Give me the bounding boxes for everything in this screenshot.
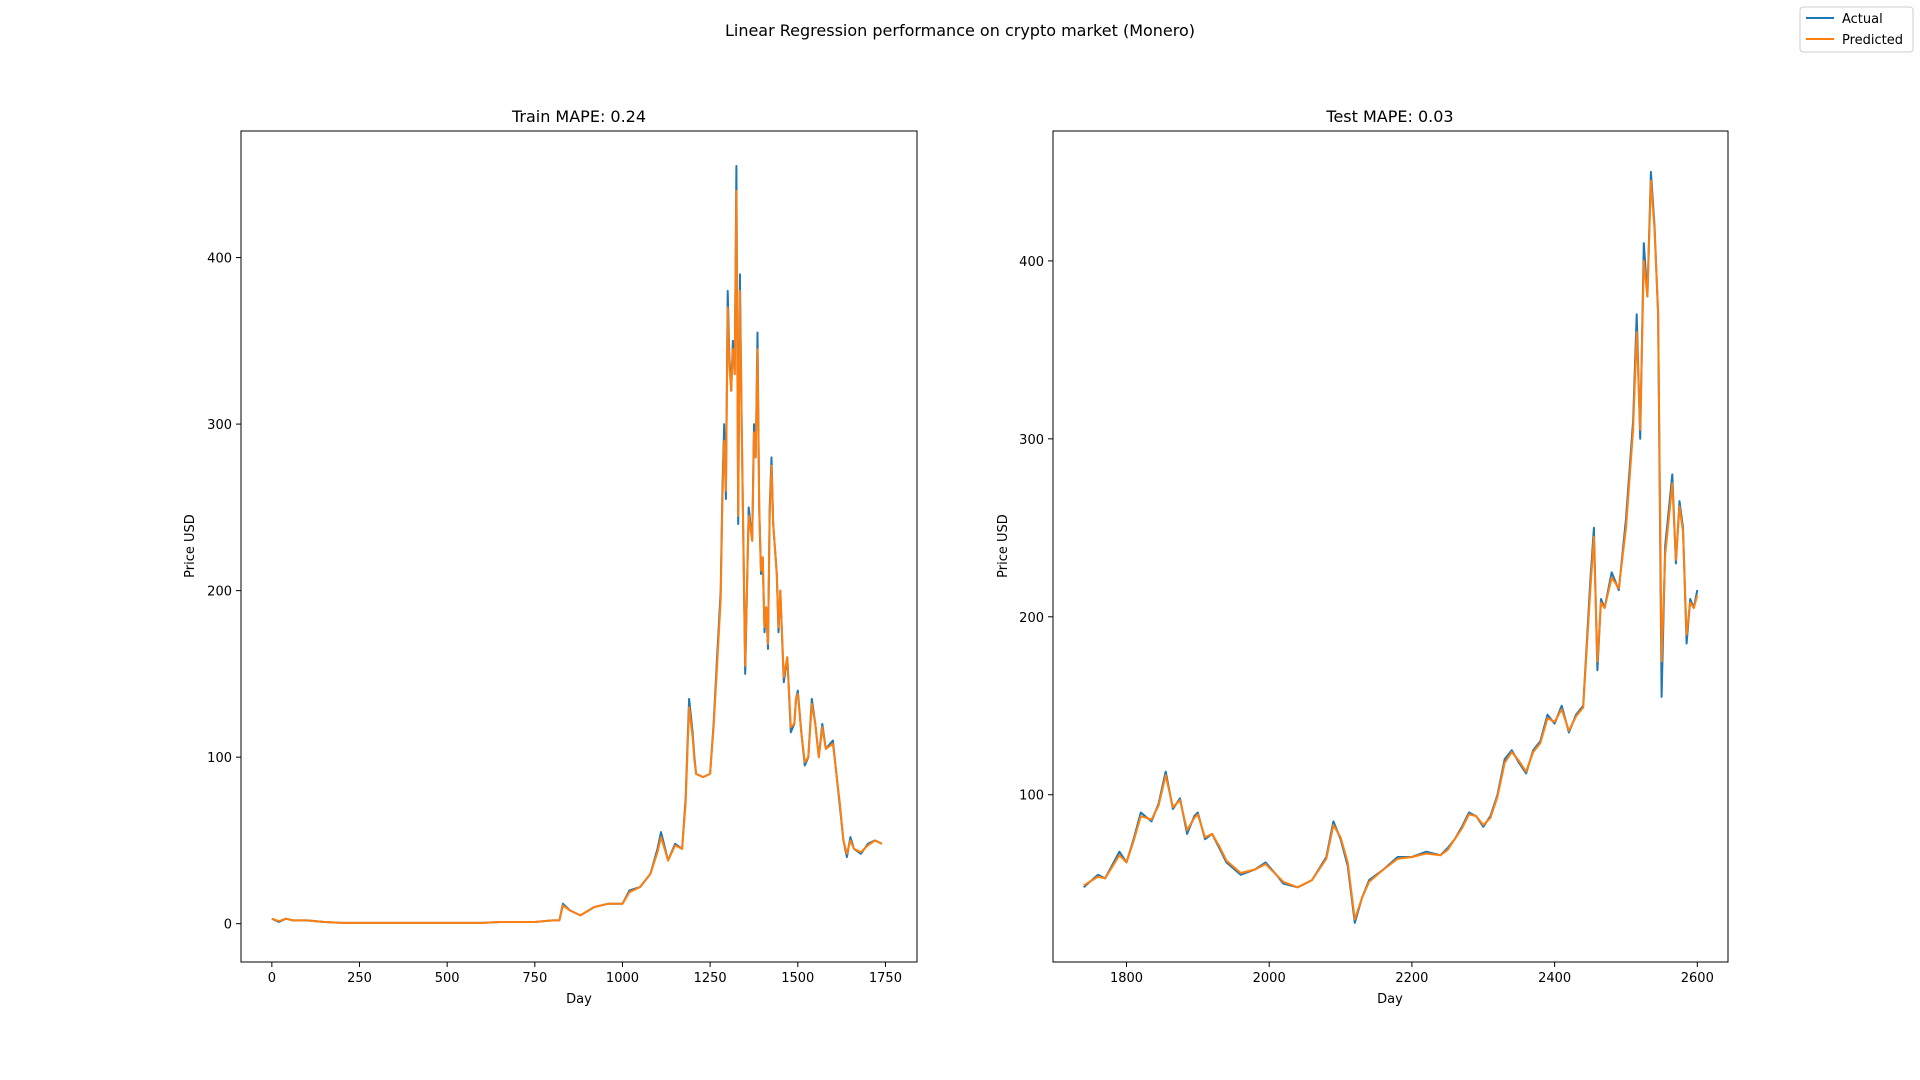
test-y-tick-label: 100 bbox=[1019, 789, 1044, 804]
train-x-axis: 0 250 500 750 1000 1250 1500 1750 bbox=[268, 962, 902, 986]
train-x-tick-label: 500 bbox=[435, 971, 460, 986]
test-y-tick-label: 300 bbox=[1019, 433, 1044, 448]
train-panel: Train MAPE: 0.24 0 250 500 750 1000 1250 1500 1… bbox=[183, 107, 918, 1007]
legend-label-actual: Actual bbox=[1842, 12, 1883, 27]
figure-suptitle: Linear Regression performance on crypto … bbox=[725, 21, 1195, 40]
train-x-tick-label: 0 bbox=[268, 971, 276, 986]
train-y-tick-label: 300 bbox=[207, 418, 232, 433]
train-y-tick-label: 200 bbox=[207, 585, 232, 600]
test-y-tick-label: 400 bbox=[1019, 255, 1044, 270]
test-series-line-predicted bbox=[1083, 179, 1699, 921]
test-series-line-actual bbox=[1083, 170, 1699, 924]
test-y-axis: 100 200 300 400 bbox=[1019, 255, 1053, 804]
train-y-tick-label: 100 bbox=[207, 751, 232, 766]
train-x-tick-label: 250 bbox=[347, 971, 372, 986]
test-plot-area bbox=[1083, 170, 1699, 924]
test-y-tick-label: 200 bbox=[1019, 611, 1044, 626]
train-panel-title: Train MAPE: 0.24 bbox=[511, 107, 646, 126]
train-y-tick-label: 0 bbox=[224, 918, 232, 933]
test-x-tick-label: 2000 bbox=[1253, 971, 1286, 986]
figure-legend: Actual Predicted bbox=[1799, 6, 1914, 53]
test-panel: Test MAPE: 0.03 1800 2000 2200 2400 2600 100… bbox=[996, 107, 1729, 1007]
train-x-tick-label: 1500 bbox=[781, 971, 814, 986]
train-y-axis-label: Price USD bbox=[183, 514, 198, 578]
train-series-line-actual bbox=[271, 165, 883, 924]
train-x-axis-label: Day bbox=[566, 992, 592, 1007]
test-x-tick-label: 2200 bbox=[1395, 971, 1428, 986]
train-x-tick-label: 1000 bbox=[606, 971, 639, 986]
train-x-tick-label: 1250 bbox=[694, 971, 727, 986]
train-x-tick-label: 750 bbox=[522, 971, 547, 986]
train-x-tick-label: 1750 bbox=[869, 971, 902, 986]
test-x-tick-label: 2600 bbox=[1681, 971, 1714, 986]
train-plot-frame bbox=[240, 130, 918, 963]
test-x-tick-label: 1800 bbox=[1110, 971, 1143, 986]
test-panel-title: Test MAPE: 0.03 bbox=[1325, 107, 1453, 126]
test-x-tick-label: 2400 bbox=[1538, 971, 1571, 986]
test-x-axis-label: Day bbox=[1377, 992, 1403, 1007]
train-series-line-predicted bbox=[271, 190, 883, 924]
legend-label-predicted: Predicted bbox=[1842, 33, 1903, 48]
test-plot-frame bbox=[1052, 130, 1729, 963]
train-y-axis: 0 100 200 300 400 bbox=[207, 252, 241, 933]
test-y-axis-label: Price USD bbox=[996, 514, 1011, 578]
train-y-tick-label: 400 bbox=[207, 252, 232, 267]
test-x-axis: 1800 2000 2200 2400 2600 bbox=[1110, 962, 1714, 986]
train-plot-area bbox=[271, 165, 883, 924]
